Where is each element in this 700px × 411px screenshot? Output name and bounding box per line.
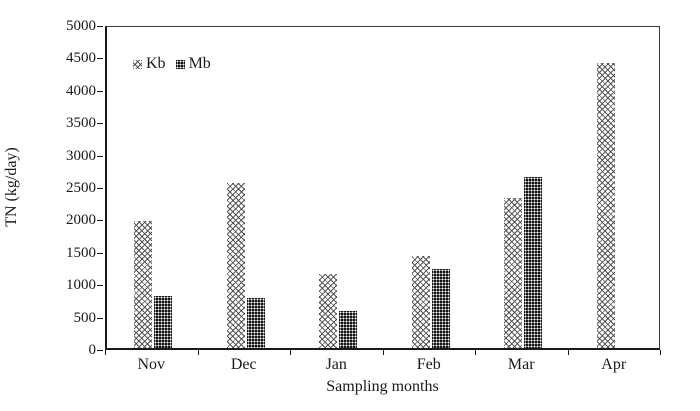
mb-swatch-icon (175, 59, 185, 69)
y-tick-label-3500: 3500 (66, 115, 96, 132)
y-tick-label-3000: 3000 (66, 147, 96, 164)
y-tick-1500 (97, 252, 103, 254)
y-tick-label-5000: 5000 (66, 18, 96, 34)
bar-mb-mar (524, 177, 543, 348)
y-tick-label-2500: 2500 (66, 180, 96, 196)
y-tick-label-1500: 1500 (66, 244, 96, 261)
x-tick-6 (660, 350, 661, 355)
x-label-feb: Feb (416, 356, 441, 373)
kb-swatch-icon (133, 59, 142, 69)
y-tick-label-500: 500 (73, 309, 97, 326)
y-tick-0 (97, 350, 103, 351)
legend-label-mb: Mb (188, 55, 211, 72)
y-tick-3500 (97, 123, 103, 125)
y-tick-label-4000: 4000 (66, 82, 96, 99)
x-label-nov: Nov (137, 356, 166, 373)
x-tick-5 (567, 350, 569, 355)
bar-mb-jan (339, 310, 358, 348)
y-tick-4500 (97, 58, 103, 60)
y-tick-2500 (97, 188, 103, 189)
x-tick-1 (197, 350, 199, 355)
x-label-mar: Mar (507, 356, 535, 373)
y-tick-label-0: 0 (88, 342, 97, 358)
y-tick-4000 (97, 90, 103, 92)
bar-kb-dec (226, 182, 245, 348)
y-tick-2000 (97, 220, 103, 222)
x-label-jan: Jan (325, 356, 347, 373)
legend-item-kb: Kb (133, 55, 166, 73)
bar-kb-jan (319, 273, 338, 348)
y-tick-label-1000: 1000 (66, 277, 96, 294)
y-tick-label-2000: 2000 (66, 212, 96, 229)
bar-mb-dec (246, 298, 265, 348)
legend-label-kb: Kb (146, 55, 166, 72)
y-tick-label-4500: 4500 (66, 50, 96, 67)
y-tick-1000 (97, 285, 103, 287)
bar-kb-apr (596, 63, 615, 348)
x-axis-title: Sampling months (326, 378, 439, 395)
plot-area: Kb Mb (105, 26, 660, 350)
legend: Kb Mb (133, 55, 211, 73)
y-tick-500 (97, 317, 103, 319)
legend-item-mb: Mb (175, 55, 211, 73)
x-label-apr: Apr (601, 356, 627, 373)
y-tick-3000 (97, 155, 103, 157)
x-tick-0 (105, 350, 106, 355)
y-tick-5000 (97, 26, 103, 27)
y-axis-title: TN (kg/day) (3, 147, 20, 227)
x-tick-4 (475, 350, 476, 355)
bar-kb-nov (134, 221, 153, 348)
bar-kb-feb (411, 255, 430, 348)
x-tick-2 (290, 350, 291, 355)
bar-kb-mar (504, 197, 523, 348)
x-label-dec: Dec (230, 356, 257, 373)
x-tick-3 (382, 350, 384, 355)
bar-mb-nov (154, 296, 173, 348)
bar-mb-feb (431, 269, 450, 348)
